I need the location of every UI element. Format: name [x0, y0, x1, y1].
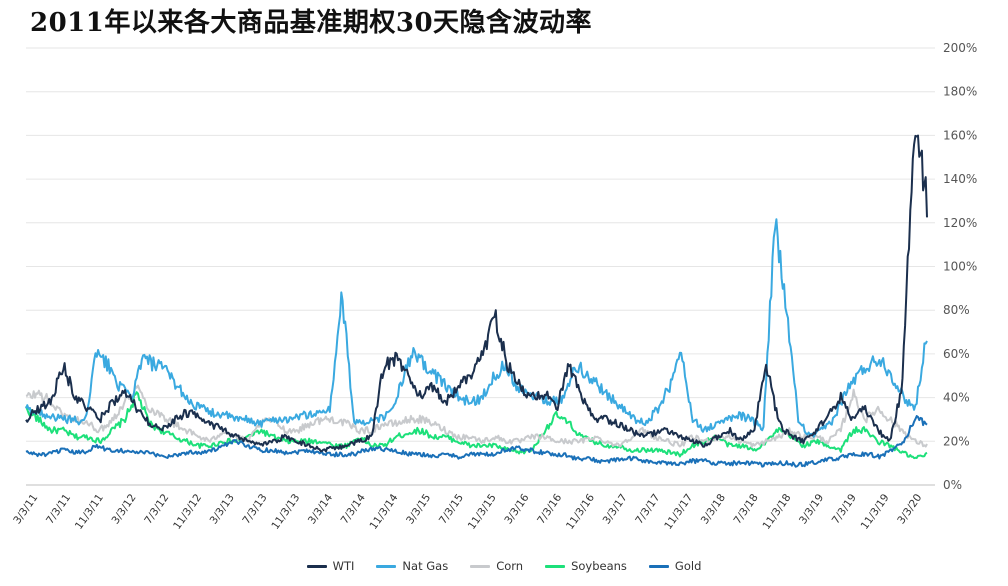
- legend-swatch: [306, 564, 327, 568]
- x-axis-ticks: 3/3/11 7/3/11 11/3/11 3/3/12 7/3/12 11/3/12 3/…: [11, 492, 924, 532]
- series-line-gold: [25, 415, 928, 468]
- chart-title: 2011年以来各大商品基准期权30天隐含波动率: [30, 8, 593, 38]
- series-lines: [25, 134, 928, 468]
- series-line-corn: [25, 384, 928, 448]
- legend-swatch: [470, 564, 491, 568]
- x-tick-label: 11/3/14: [368, 492, 401, 532]
- x-tick-label: 3/3/18: [699, 492, 728, 527]
- legend-label: Soybeans: [571, 559, 627, 573]
- x-tick-label: 7/3/19: [830, 492, 859, 527]
- legend-swatch: [376, 564, 397, 568]
- x-tick-label: 11/3/17: [662, 492, 695, 532]
- legend-swatch: [648, 564, 669, 568]
- x-tick-label: 11/3/13: [269, 492, 302, 532]
- x-tick-label: 7/3/12: [142, 492, 171, 527]
- x-tick-label: 3/3/11: [11, 492, 40, 527]
- x-tick-label: 11/3/12: [171, 492, 204, 532]
- y-tick-label: 180%: [943, 85, 977, 99]
- y-tick-label: 20%: [943, 434, 970, 448]
- x-tick-label: 11/3/11: [73, 492, 106, 532]
- x-tick-label: 3/3/17: [601, 492, 630, 527]
- legend-item-nat-gas: Nat Gas: [376, 559, 448, 573]
- y-tick-label: 200%: [943, 41, 977, 55]
- x-tick-label: 11/3/18: [760, 492, 793, 532]
- series-line-nat-gas: [25, 218, 928, 438]
- x-tick-label: 3/3/15: [404, 492, 433, 527]
- legend-swatch: [545, 564, 566, 568]
- legend-item-gold: Gold: [648, 559, 702, 573]
- legend-label: Nat Gas: [402, 559, 449, 573]
- y-tick-label: 40%: [943, 391, 970, 405]
- x-tick-label: 7/3/14: [339, 492, 368, 527]
- legend-item-wti: WTI: [306, 559, 355, 573]
- x-tick-label: 7/3/15: [437, 492, 466, 527]
- x-tick-label: 7/3/13: [240, 492, 269, 527]
- y-tick-label: 160%: [943, 128, 977, 142]
- x-tick-label: 3/3/13: [208, 492, 237, 527]
- x-tick-label: 3/3/20: [895, 492, 924, 527]
- x-tick-label: 7/3/16: [535, 492, 564, 527]
- series-line-soybeans: [25, 391, 928, 460]
- x-tick-label: 11/3/19: [859, 492, 892, 532]
- legend-label: Gold: [674, 559, 702, 573]
- series-line-wti: [25, 134, 928, 453]
- x-tick-label: 7/3/18: [732, 492, 761, 527]
- y-tick-label: 100%: [943, 260, 977, 274]
- x-tick-label: 7/3/11: [44, 492, 73, 527]
- x-tick-label: 3/3/12: [109, 492, 138, 527]
- y-axis-ticks: 0% 20% 40% 60% 80% 100% 120% 140% 160% 180% 200%: [943, 41, 977, 492]
- x-tick-label: 11/3/15: [466, 492, 499, 532]
- y-tick-label: 80%: [943, 303, 970, 317]
- y-tick-label: 60%: [943, 347, 970, 361]
- legend-label: Corn: [496, 559, 524, 573]
- y-tick-label: 0%: [943, 478, 962, 492]
- x-tick-label: 3/3/19: [797, 492, 826, 527]
- legend-label: WTI: [332, 559, 355, 573]
- y-tick-label: 120%: [943, 216, 977, 230]
- legend-item-corn: Corn: [470, 559, 523, 573]
- x-tick-label: 11/3/16: [564, 492, 597, 532]
- y-tick-label: 140%: [943, 172, 977, 186]
- legend-item-soybeans: Soybeans: [545, 559, 627, 573]
- x-tick-label: 3/3/16: [502, 492, 531, 527]
- x-tick-label: 3/3/14: [306, 492, 335, 527]
- x-tick-label: 7/3/17: [633, 492, 662, 527]
- legend: WTI Nat Gas Corn Soybeans Gold: [0, 559, 1008, 573]
